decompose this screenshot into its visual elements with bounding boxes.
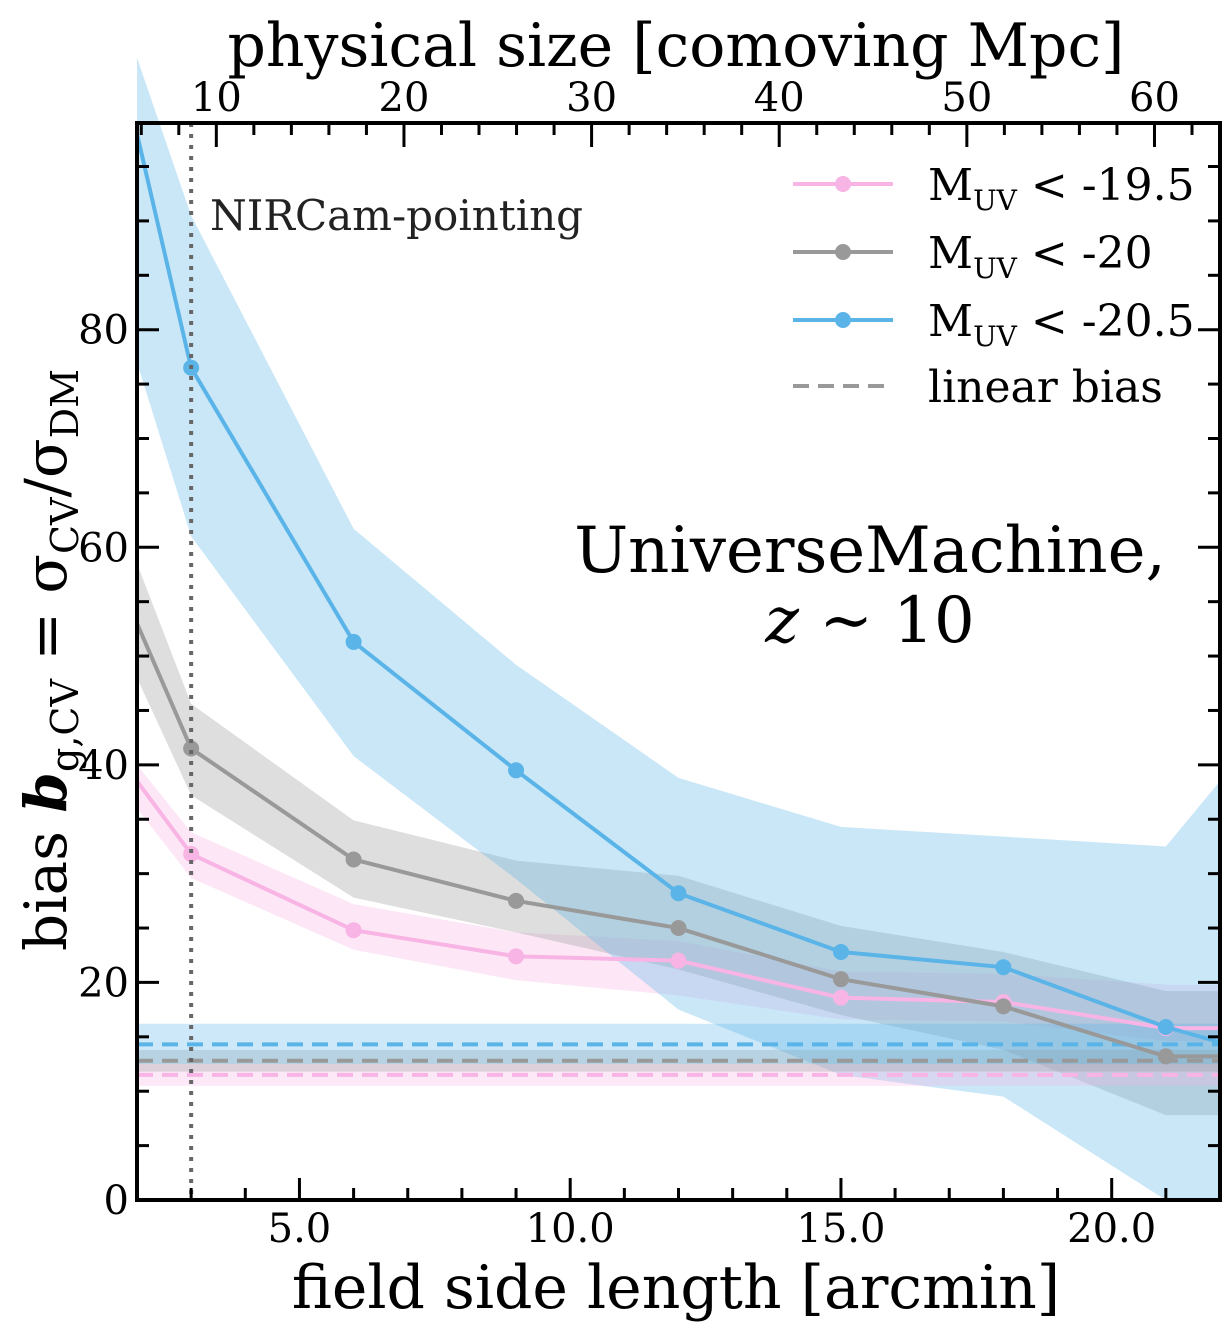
data-point-gray bbox=[345, 851, 362, 868]
band-gray bbox=[137, 563, 1220, 1116]
data-point-blue bbox=[345, 633, 362, 650]
y-tick-label: 80 bbox=[78, 308, 129, 354]
y-tick-label: 20 bbox=[78, 960, 129, 1006]
legend: MUV < -19.5 MUV < -20 MUV < -20.5 linear… bbox=[793, 160, 1195, 413]
data-point-blue bbox=[832, 943, 849, 960]
tick-labels: 5.0 10.0 15.0 20.0 0 20 40 60 80 10 20 30 40 50 60 bbox=[78, 75, 1180, 1252]
data-point-pink bbox=[345, 922, 362, 939]
x-tick-label: 10.0 bbox=[526, 1206, 615, 1252]
band-pink bbox=[137, 764, 1220, 1042]
y-tick-label: 60 bbox=[78, 525, 129, 571]
data-point-gray bbox=[832, 971, 849, 988]
linear-bias-band-gray bbox=[137, 1049, 1220, 1072]
data-point-pink bbox=[832, 989, 849, 1006]
series-lines bbox=[135, 133, 1221, 1065]
vline-label: NIRCam-pointing bbox=[210, 191, 583, 240]
x-axis-label: field side length [arcmin] bbox=[292, 1253, 1060, 1323]
top-tick-label: 40 bbox=[754, 75, 805, 121]
redshift-annotation: z ∼ 10 bbox=[764, 584, 974, 658]
data-point-gray bbox=[1157, 1048, 1174, 1065]
axis-ticks bbox=[137, 123, 1222, 1202]
band-blue bbox=[137, 57, 1220, 1200]
data-point-blue bbox=[1157, 1019, 1174, 1036]
x-tick-label: 15.0 bbox=[796, 1206, 885, 1252]
data-point-gray bbox=[670, 920, 687, 937]
top-tick-label: 20 bbox=[379, 75, 430, 121]
data-point-blue bbox=[995, 959, 1012, 976]
data-point-blue bbox=[670, 885, 687, 902]
top-tick-label: 10 bbox=[191, 75, 242, 121]
legend-label-linear-bias: linear bias bbox=[928, 362, 1163, 413]
top-tick-label: 50 bbox=[941, 75, 992, 121]
model-annotation: UniverseMachine, bbox=[574, 514, 1166, 588]
top-axis-label: physical size [comoving Mpc] bbox=[228, 11, 1125, 81]
y-axis-label: bias bg,CV = σCV/σDM bbox=[12, 369, 87, 951]
x-tick-label: 5.0 bbox=[268, 1206, 332, 1252]
top-tick-label: 30 bbox=[566, 75, 617, 121]
linear-bias-band-pink bbox=[137, 1064, 1220, 1086]
data-point-gray bbox=[995, 998, 1012, 1015]
y-tick-label: 40 bbox=[78, 743, 129, 789]
y-tick-label: 0 bbox=[104, 1178, 129, 1224]
legend-label-gray: MUV < -20 bbox=[928, 228, 1153, 285]
data-point-gray bbox=[183, 740, 200, 757]
data-point-pink bbox=[183, 846, 200, 863]
legend-marker-pink bbox=[835, 176, 851, 192]
data-point-pink bbox=[508, 948, 525, 965]
x-tick-label: 20.0 bbox=[1067, 1206, 1156, 1252]
data-point-pink bbox=[670, 952, 687, 969]
legend-marker-gray bbox=[835, 244, 851, 260]
legend-marker-blue bbox=[835, 312, 851, 328]
data-point-gray bbox=[508, 892, 525, 909]
linear-bias-lines bbox=[137, 1042, 1220, 1077]
legend-label-pink: MUV < -19.5 bbox=[928, 160, 1195, 217]
legend-label-blue: MUV < -20.5 bbox=[928, 296, 1195, 353]
confidence-bands bbox=[137, 57, 1220, 1200]
top-tick-label: 60 bbox=[1129, 75, 1180, 121]
data-point-blue bbox=[508, 762, 525, 779]
